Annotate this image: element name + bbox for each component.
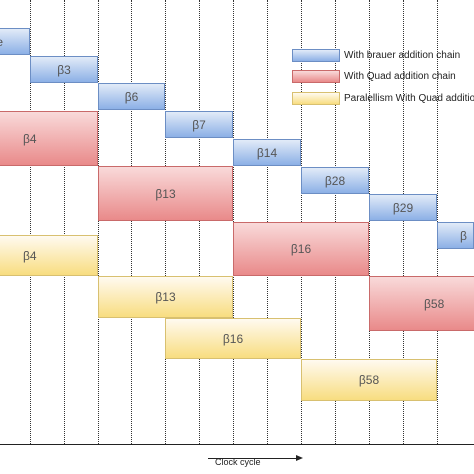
- block-label: β16: [222, 331, 244, 346]
- clock-gridline: [369, 0, 370, 444]
- parallel-quad-block: β4: [0, 235, 98, 276]
- clock-gridline: [199, 0, 200, 444]
- quad-block: β4: [0, 111, 98, 166]
- brauer-block: β: [437, 222, 474, 249]
- block-label: β13: [155, 290, 176, 304]
- clock-gridline: [403, 0, 404, 444]
- block-label: β: [460, 228, 467, 243]
- clock-arrow-head-icon: [296, 455, 303, 461]
- parallel-quad-block: β13: [98, 276, 233, 318]
- legend-label-parallel: Paralellism With Quad additio: [344, 93, 474, 104]
- block-label: β16: [290, 242, 312, 256]
- block-label: β28: [324, 173, 346, 188]
- block-label: β6: [124, 89, 139, 104]
- parallel-quad-block: β16: [165, 318, 301, 359]
- clock-gridline: [131, 0, 132, 444]
- clock-arrow-line: [208, 458, 298, 459]
- quad-block: β16: [233, 222, 369, 276]
- clock-gridline: [64, 0, 65, 444]
- quad-block: β58: [369, 276, 474, 331]
- brauer-block: β7: [165, 111, 233, 138]
- block-label: β58: [424, 296, 445, 311]
- legend-swatch-quad: [292, 70, 340, 83]
- block-label: e: [0, 35, 3, 49]
- block-label: β7: [192, 117, 206, 132]
- block-label: β29: [392, 200, 414, 215]
- x-axis-label: Clock cycle: [215, 457, 261, 467]
- block-label: β13: [155, 186, 176, 201]
- brauer-block: β14: [233, 139, 301, 166]
- legend-label-brauer: With brauer addition chain: [344, 50, 461, 61]
- legend-swatch-parallel: [292, 92, 340, 105]
- block-label: β4: [23, 248, 37, 263]
- clock-gridline: [165, 0, 166, 444]
- legend-label-quad: With Quad addition chain: [344, 71, 456, 82]
- brauer-block: β29: [369, 194, 437, 221]
- block-label: β14: [256, 145, 278, 160]
- brauer-block: β6: [98, 83, 165, 110]
- brauer-block: β3: [30, 56, 98, 83]
- clock-gridline: [98, 0, 99, 444]
- parallel-quad-block: β58: [301, 359, 437, 401]
- clock-gridline: [30, 0, 31, 444]
- block-label: β4: [23, 131, 37, 146]
- time-axis-line: [0, 444, 474, 445]
- brauer-block: β28: [301, 167, 369, 194]
- block-label: β3: [57, 62, 71, 77]
- quad-block: β13: [98, 166, 233, 221]
- legend-swatch-brauer: [292, 49, 340, 62]
- brauer-block: e: [0, 28, 30, 55]
- block-label: β58: [358, 373, 380, 387]
